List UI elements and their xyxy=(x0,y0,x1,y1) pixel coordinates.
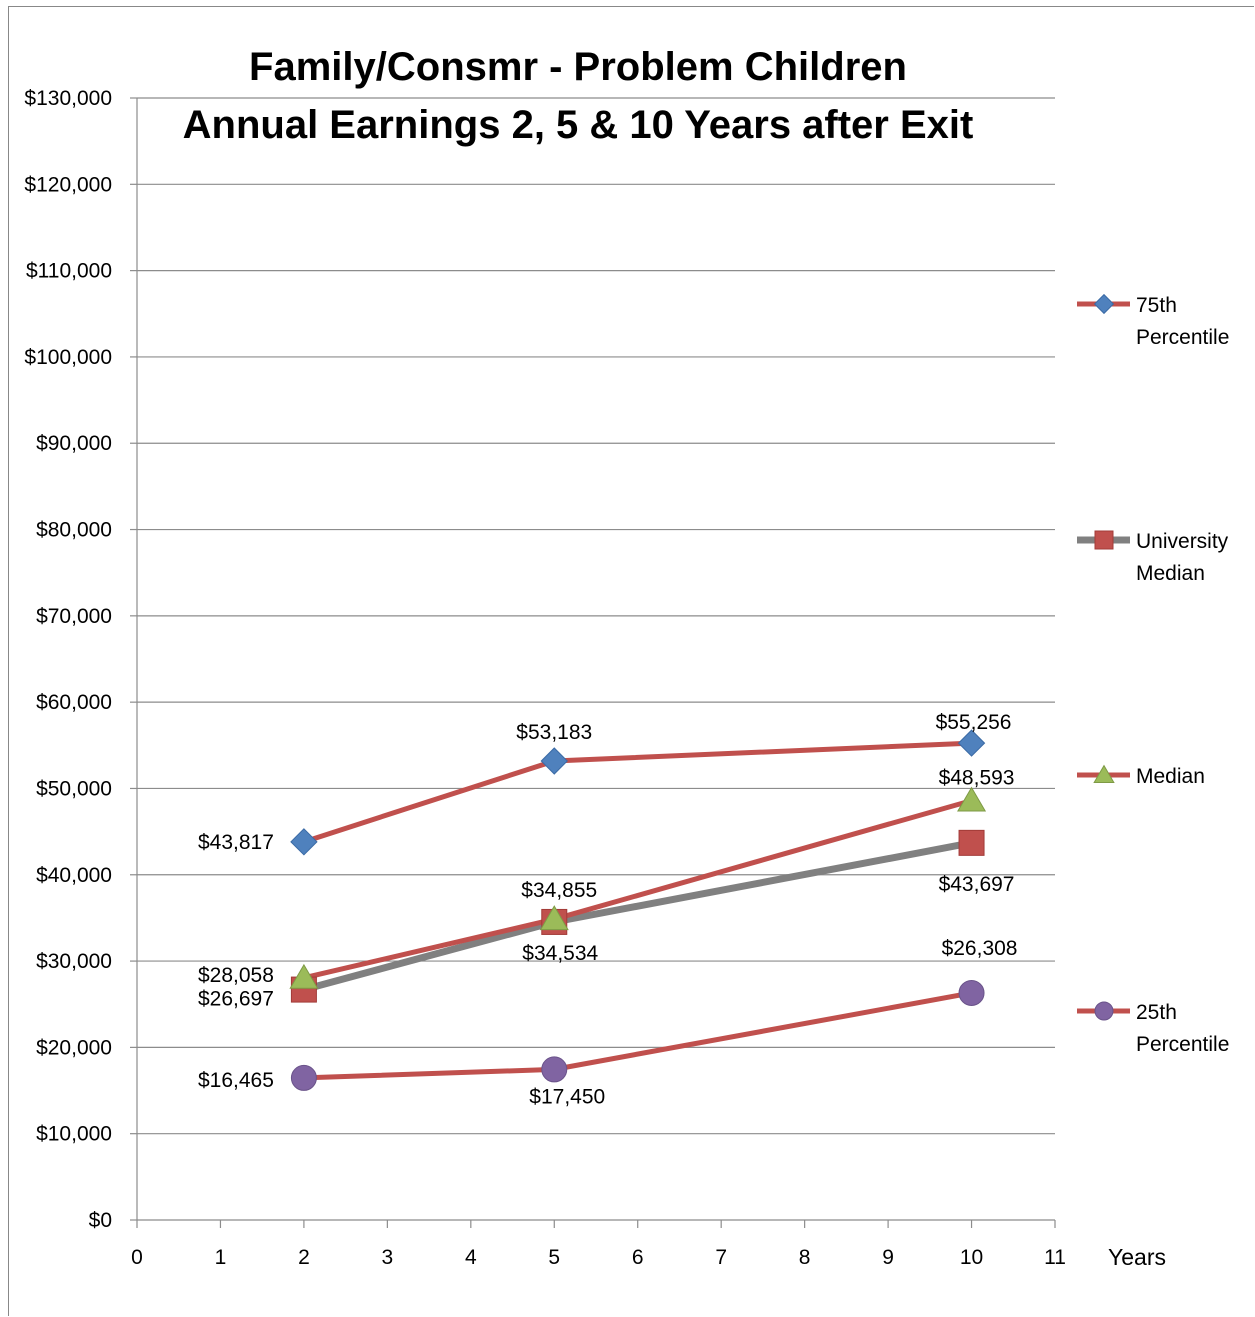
data-label: $34,855 xyxy=(521,879,597,902)
data-label: $17,450 xyxy=(529,1085,605,1108)
data-point xyxy=(290,828,318,856)
legend-label: Median xyxy=(1136,562,1205,585)
x-tick-label: 0 xyxy=(131,1246,143,1269)
chart-title: Family/Consmr - Problem Children xyxy=(249,45,907,89)
x-tick-label: 1 xyxy=(215,1246,227,1269)
legend-marker xyxy=(1094,1001,1114,1021)
x-axis-label: Years xyxy=(1108,1244,1166,1270)
series-line xyxy=(301,990,975,1081)
x-tick-label: 9 xyxy=(882,1246,894,1269)
data-label: $53,183 xyxy=(516,721,592,744)
data-point xyxy=(957,729,986,757)
x-tick-label: 10 xyxy=(960,1246,983,1269)
data-label: $43,697 xyxy=(939,873,1015,896)
legend-marker xyxy=(1094,530,1114,550)
data-label: $26,697 xyxy=(198,988,274,1011)
y-tick-label: $100,000 xyxy=(24,346,112,369)
x-tick-label: 3 xyxy=(382,1246,394,1269)
data-label: $16,465 xyxy=(198,1069,274,1092)
y-tick-label: $70,000 xyxy=(36,605,112,628)
chart-subtitle: Annual Earnings 2, 5 & 10 Years after Ex… xyxy=(183,103,974,147)
axes: $0 $10,000 $20,000 $30,000 $40,000 $50,000 $60… xyxy=(24,87,1066,1269)
y-tick-label: $120,000 xyxy=(24,173,112,196)
y-tick-label: $80,000 xyxy=(36,519,112,542)
legend-label: Percentile xyxy=(1136,1033,1229,1056)
data-point xyxy=(958,829,985,856)
data-label: $26,308 xyxy=(942,937,1018,960)
legend: 75th Percentile University Median Median 25th… xyxy=(1077,293,1229,1056)
chart-frame xyxy=(8,6,1254,1316)
data-point xyxy=(539,905,569,931)
legend-label: Percentile xyxy=(1136,326,1229,349)
series-markers xyxy=(289,729,987,1091)
legend-marker xyxy=(1093,293,1115,315)
data-label: $48,593 xyxy=(939,767,1015,790)
y-tick-label: $40,000 xyxy=(36,864,112,887)
legend-label: University xyxy=(1136,530,1229,553)
y-tick-label: $110,000 xyxy=(26,260,112,283)
data-point xyxy=(289,963,319,989)
series-lines xyxy=(300,740,976,1081)
data-point xyxy=(541,1056,568,1083)
data-point xyxy=(957,786,987,812)
data-label: $55,256 xyxy=(936,711,1012,734)
x-tick-label: 5 xyxy=(548,1246,560,1269)
gridlines xyxy=(137,97,1055,1135)
data-label: $28,058 xyxy=(198,964,274,987)
x-tick-label: 4 xyxy=(465,1246,477,1269)
y-tick-label: $60,000 xyxy=(36,691,112,714)
y-tick-label: $90,000 xyxy=(36,432,112,455)
y-tick-label: $0 xyxy=(89,1209,112,1232)
data-label: $34,534 xyxy=(522,942,598,965)
y-tick-label: $130,000 xyxy=(24,87,112,110)
y-tick-label: $30,000 xyxy=(36,950,112,973)
data-point xyxy=(290,1064,317,1091)
x-tick-label: 7 xyxy=(715,1246,727,1269)
series-line xyxy=(300,839,976,994)
x-tick-label: 6 xyxy=(632,1246,644,1269)
x-tick-label: 11 xyxy=(1044,1246,1066,1269)
data-labels: $43,817 $53,183 $55,256 $26,697 $34,534 $43,6… xyxy=(198,711,1018,1108)
legend-label: Median xyxy=(1136,765,1205,788)
y-tick-label: $50,000 xyxy=(36,777,112,800)
y-tick-label: $20,000 xyxy=(36,1036,112,1059)
y-tick-label: $10,000 xyxy=(36,1123,112,1146)
x-tick-label: 2 xyxy=(298,1246,310,1269)
data-point xyxy=(540,747,568,775)
x-tick-label: 8 xyxy=(799,1246,811,1269)
data-label: $43,817 xyxy=(198,831,274,854)
series-line xyxy=(301,798,975,981)
data-point xyxy=(958,979,985,1006)
legend-label: 25th xyxy=(1136,1001,1177,1024)
legend-marker xyxy=(1093,764,1115,783)
legend-label: 75th xyxy=(1136,294,1177,317)
